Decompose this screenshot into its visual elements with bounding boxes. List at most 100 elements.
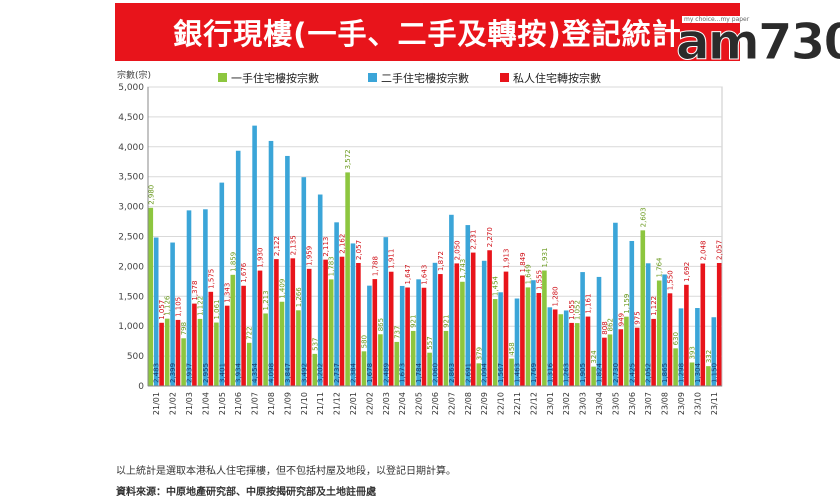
data-label: 2,050 (453, 240, 461, 260)
bar-chart: 宗數(宗) 0 500 1,000 1,500 2,000 2,500 3,000 3,500… (117, 69, 724, 415)
bar (306, 268, 312, 386)
bar (268, 140, 274, 386)
bar (520, 275, 525, 386)
data-label: 2,162 (339, 234, 347, 254)
bar (339, 256, 345, 386)
bar (454, 263, 460, 386)
data-label: 3,572 (344, 149, 352, 169)
data-label: 2,863 (448, 363, 456, 383)
data-label: 2,399 (169, 363, 177, 383)
data-label: 2,122 (273, 236, 281, 256)
bar (563, 310, 569, 386)
data-label: 393 (689, 346, 697, 359)
data-label: 1,911 (388, 249, 396, 269)
bar (274, 259, 279, 386)
bar (345, 172, 350, 386)
data-label: 4,098 (268, 363, 276, 383)
bar (388, 271, 394, 386)
bar (542, 270, 547, 386)
bar (367, 285, 372, 386)
bar (438, 274, 443, 386)
logo: am730 my choice...my paper (675, 14, 840, 84)
bar (531, 280, 536, 386)
x-tick-label: 21/09 (283, 392, 292, 415)
bar (219, 182, 225, 386)
bar (378, 334, 383, 386)
x-tick-label: 21/07 (251, 392, 260, 415)
bar (410, 330, 416, 386)
bar (257, 270, 263, 386)
data-label: 1,649 (525, 264, 533, 284)
x-tick-label: 21/03 (185, 392, 194, 415)
data-label: 2,057 (716, 240, 724, 260)
bar (629, 240, 635, 386)
bar (361, 351, 367, 386)
data-label: 2,489 (382, 363, 390, 383)
data-label: 1,673 (399, 363, 407, 383)
x-tick-label: 23/04 (595, 392, 604, 415)
data-label: 1,678 (366, 363, 374, 383)
bar (689, 362, 695, 386)
data-label: 1,849 (519, 252, 527, 272)
data-label: 2,603 (639, 207, 647, 227)
x-tick-label: 22/03 (382, 392, 391, 415)
x-tick-label: 22/11 (513, 392, 522, 415)
x-tick-label: 21/06 (234, 392, 243, 415)
bar (317, 194, 323, 386)
y-tick-label: 4,000 (118, 143, 144, 153)
bar (574, 323, 580, 386)
bar (476, 363, 482, 386)
data-label: 1,159 (623, 294, 631, 314)
data-label: 1,859 (229, 252, 237, 272)
data-label: 1,764 (656, 257, 664, 278)
logo-mark: am730 (675, 13, 840, 71)
logo-tag: my choice...my paper (682, 16, 752, 23)
x-tick-label: 21/05 (218, 392, 227, 415)
bar (591, 366, 596, 386)
bar (640, 230, 646, 386)
data-label: 557 (426, 336, 434, 349)
data-label: 3,934 (235, 362, 243, 383)
data-label: 1,783 (328, 256, 336, 276)
x-tick-label: 23/11 (710, 392, 719, 415)
data-label: 1,643 (421, 265, 429, 285)
bar (186, 210, 192, 386)
data-label: 2,425 (628, 363, 636, 383)
data-label: 3,492 (300, 363, 308, 383)
bar (301, 177, 307, 386)
x-tick-label: 23/03 (579, 392, 588, 415)
bar (569, 322, 574, 386)
bar (481, 260, 487, 386)
data-label: 379 (475, 347, 483, 360)
x-tick-label: 22/01 (349, 392, 358, 415)
data-label: 2,937 (186, 363, 194, 383)
bar (706, 366, 711, 386)
data-label: 865 (377, 318, 385, 331)
data-label: 1,676 (240, 262, 248, 283)
data-label: 4,354 (251, 362, 259, 383)
x-tick-label: 22/10 (497, 392, 506, 415)
bar (624, 316, 629, 386)
bar (235, 150, 241, 386)
bar (492, 299, 498, 386)
y-axis-label: 宗數(宗) (117, 69, 151, 81)
data-label: 1,865 (661, 363, 669, 383)
x-tick-label: 22/09 (480, 392, 489, 415)
bar (498, 292, 503, 386)
bar (208, 291, 214, 386)
bar (350, 243, 356, 386)
bar (416, 279, 421, 386)
data-label: 2,052 (645, 363, 653, 383)
y-tick-label: 1,500 (118, 292, 144, 302)
x-tick-label: 21/01 (152, 392, 161, 415)
bar (673, 348, 678, 386)
bar (509, 358, 514, 386)
footer-note: 以上統計是選取本港私人住宅揮樓，但不包括村屋及地段，以登記日期計算。 (116, 466, 456, 477)
chart-title: 銀行現樓(一手、二手及轉按)登記統計 (173, 17, 682, 51)
bar (405, 287, 410, 386)
bar (656, 280, 662, 386)
data-label: 1,872 (437, 251, 445, 271)
data-label: 1,304 (694, 362, 702, 383)
legend-swatch (500, 73, 509, 82)
bar (399, 285, 405, 386)
